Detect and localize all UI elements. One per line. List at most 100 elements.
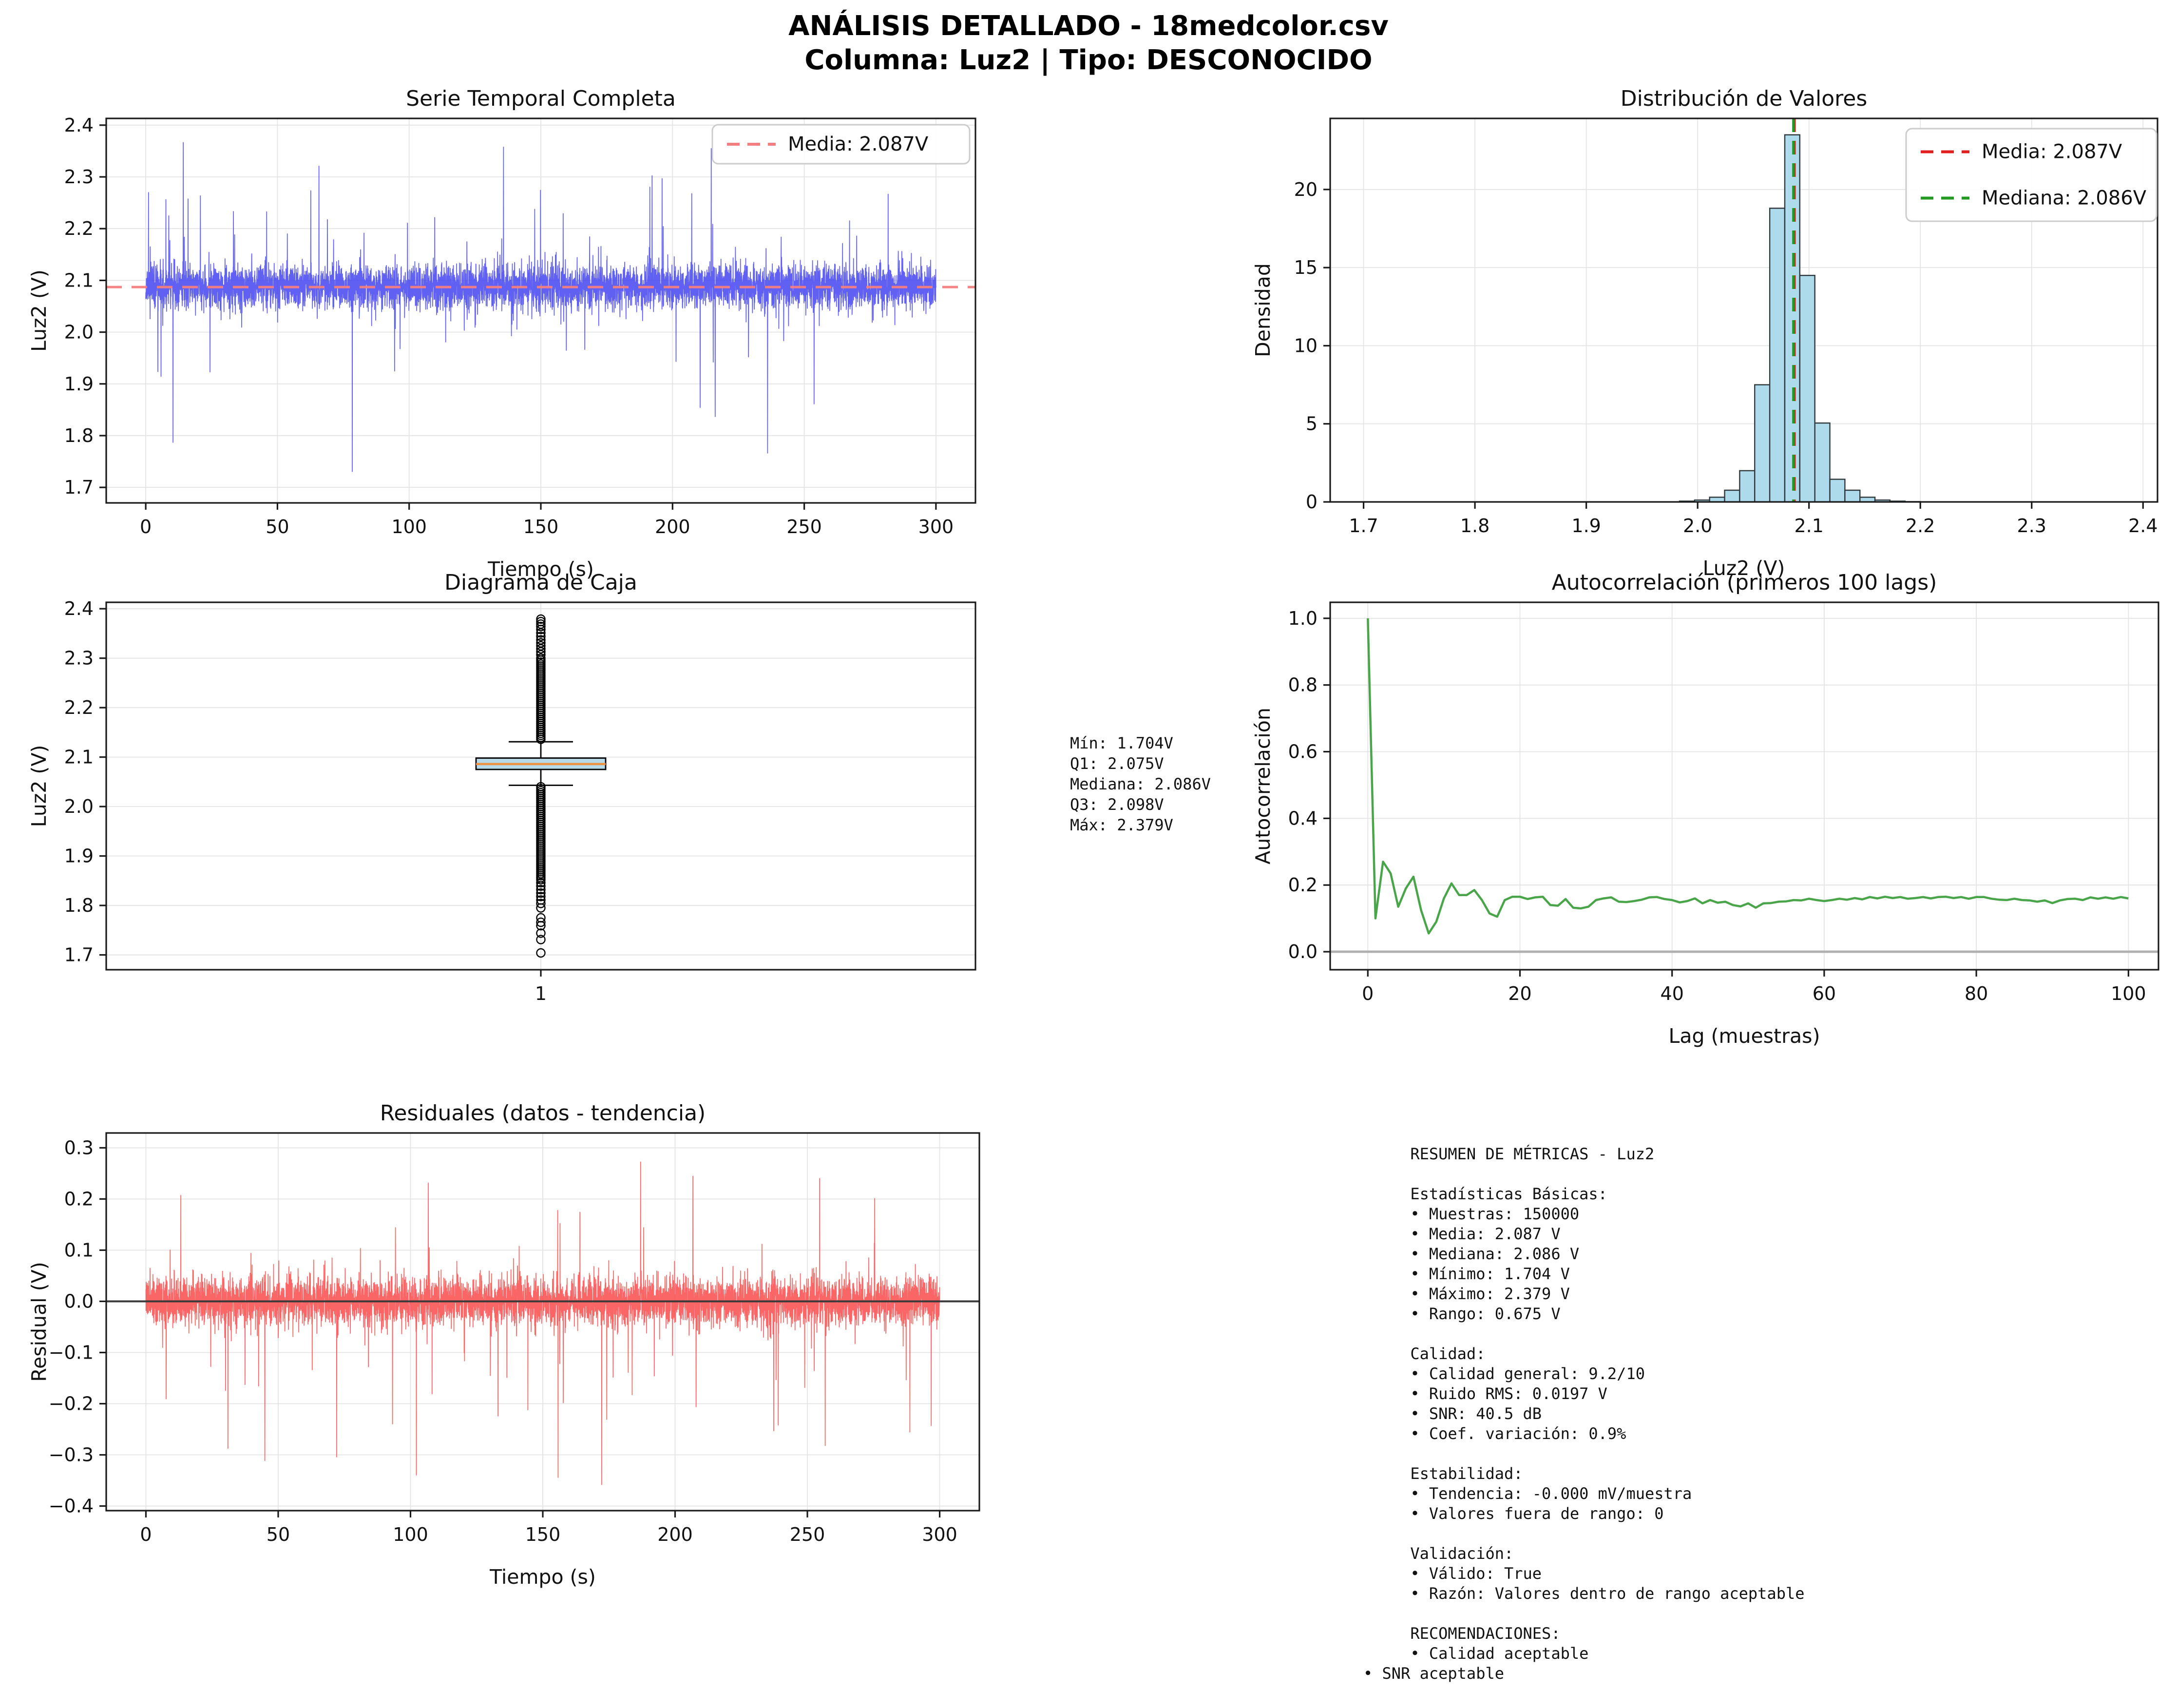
y-axis-label: Luz2 (V) xyxy=(27,745,51,827)
svg-text:2.1: 2.1 xyxy=(1794,515,1823,537)
tick-labels: 1.7 1.8 1.9 2.0 2.1 2.2 2.3 2.4 0 5 10 15 20 xyxy=(1294,179,2158,537)
svg-text:200: 200 xyxy=(657,1524,693,1545)
ticks xyxy=(99,124,937,510)
histogram-chart: 1.7 1.8 1.9 2.0 2.1 2.2 2.3 2.4 0 5 10 15 20 Distribu… xyxy=(1251,86,2158,580)
chart-title: Autocorrelación (primeros 100 lags) xyxy=(1552,570,1937,595)
svg-text:2.4: 2.4 xyxy=(64,598,94,619)
chart-title: Diagrama de Caja xyxy=(444,570,637,595)
svg-text:200: 200 xyxy=(655,516,690,537)
series-line xyxy=(145,142,936,472)
svg-text:1.8: 1.8 xyxy=(64,425,94,446)
svg-text:1.7: 1.7 xyxy=(1349,515,1378,537)
boxplot-chart: 1 1.7 1.8 1.9 2.0 2.1 2.2 2.3 2.4 Diagrama de Caj… xyxy=(27,570,976,1004)
svg-text:2.3: 2.3 xyxy=(64,648,94,669)
autocorr-chart: 0 20 40 60 80 100 0.0 0.2 0.4 0.6 0.8 1.0 Autocorrel… xyxy=(1251,570,2159,1048)
svg-text:250: 250 xyxy=(790,1524,825,1545)
svg-text:2.4: 2.4 xyxy=(64,115,94,136)
svg-text:2.3: 2.3 xyxy=(2017,515,2046,537)
chart-title: Serie Temporal Completa xyxy=(406,86,676,111)
svg-text:2.0: 2.0 xyxy=(1683,515,1712,537)
svg-text:150: 150 xyxy=(525,1524,561,1545)
svg-text:5: 5 xyxy=(1306,413,1318,435)
x-axis-label: Tiempo (s) xyxy=(487,557,594,581)
legend-label: Mediana: 2.086V xyxy=(1982,187,2147,210)
svg-text:1.8: 1.8 xyxy=(64,895,94,916)
svg-text:0.1: 0.1 xyxy=(64,1239,94,1261)
svg-text:10: 10 xyxy=(1294,335,1318,356)
series-line xyxy=(1367,618,2129,935)
legend-label: Media: 2.087V xyxy=(788,133,929,155)
svg-text:250: 250 xyxy=(786,516,822,537)
svg-text:−0.1: −0.1 xyxy=(49,1342,94,1363)
svg-text:20: 20 xyxy=(1508,983,1531,1004)
svg-text:1.9: 1.9 xyxy=(64,373,94,395)
chart-title: Residuales (datos - tendencia) xyxy=(380,1101,706,1126)
grid xyxy=(1330,602,2158,970)
svg-text:2.4: 2.4 xyxy=(2128,515,2158,537)
svg-text:80: 80 xyxy=(1965,983,1988,1004)
svg-text:−0.2: −0.2 xyxy=(49,1393,94,1415)
svg-text:1.9: 1.9 xyxy=(64,845,94,867)
svg-text:20: 20 xyxy=(1294,179,1318,200)
x-axis-label: Lag (muestras) xyxy=(1669,1024,1820,1048)
y-axis-label: Autocorrelación xyxy=(1251,708,1275,864)
svg-text:0: 0 xyxy=(140,1524,152,1545)
svg-text:2.2: 2.2 xyxy=(64,697,94,718)
svg-text:0.3: 0.3 xyxy=(64,1137,94,1158)
ticks xyxy=(1323,617,2129,977)
metrics-summary-text: RESUMEN DE MÉTRICAS - Luz2 Estadísticas … xyxy=(1363,1145,1805,1683)
svg-text:0: 0 xyxy=(1362,983,1374,1004)
timeseries-chart: 0 50 100 150 200 250 300 1.7 1.8 1.9 2.0 2.1 2.2 2.3 2… xyxy=(27,86,976,581)
svg-text:2.1: 2.1 xyxy=(64,269,94,291)
svg-text:2.3: 2.3 xyxy=(64,166,94,188)
svg-text:0: 0 xyxy=(140,516,152,537)
svg-text:0.0: 0.0 xyxy=(1288,941,1318,962)
y-axis-label: Luz2 (V) xyxy=(27,269,51,352)
legend: Media: 2.087V xyxy=(711,124,971,165)
ticks xyxy=(1323,189,2144,509)
legend: Media: 2.087V Mediana: 2.086V xyxy=(1905,128,2158,222)
axes-frame xyxy=(1329,117,2158,503)
svg-text:1.7: 1.7 xyxy=(64,477,94,498)
svg-text:40: 40 xyxy=(1661,983,1684,1004)
figure-title: ANÁLISIS DETALLADO - 18medcolor.csv xyxy=(788,10,1389,42)
tick-labels: 1 1.7 1.8 1.9 2.0 2.1 2.2 2.3 2.4 xyxy=(64,598,547,1004)
svg-text:2.0: 2.0 xyxy=(64,322,94,343)
ticks xyxy=(99,1147,941,1517)
svg-text:0: 0 xyxy=(1306,491,1318,513)
svg-text:2.2: 2.2 xyxy=(64,218,94,239)
grid xyxy=(106,118,975,503)
svg-text:0.0: 0.0 xyxy=(64,1290,94,1312)
residuals-chart: 0 50 100 150 200 250 300 −0.4 −0.3 −0.2 −0.1 0.0 0.1… xyxy=(27,1101,980,1589)
svg-text:0.8: 0.8 xyxy=(1288,674,1318,696)
y-axis-label: Densidad xyxy=(1251,263,1275,357)
tick-labels: 0 50 100 150 200 250 300 1.7 1.8 1.9 2.0 2.1 2.2 2.3 2… xyxy=(64,115,954,537)
svg-text:60: 60 xyxy=(1813,983,1836,1004)
svg-text:15: 15 xyxy=(1294,257,1318,278)
svg-text:300: 300 xyxy=(922,1524,957,1545)
svg-text:2.2: 2.2 xyxy=(1906,515,1935,537)
x-axis-label: Tiempo (s) xyxy=(489,1565,596,1589)
svg-text:50: 50 xyxy=(267,1524,290,1545)
figure-subtitle: Columna: Luz2 | Tipo: DESCONOCIDO xyxy=(804,44,1373,76)
svg-text:2.1: 2.1 xyxy=(64,747,94,768)
y-axis-label: Residual (V) xyxy=(27,1262,51,1382)
svg-text:1: 1 xyxy=(535,983,547,1004)
svg-text:100: 100 xyxy=(393,1524,428,1545)
tick-labels: 0 20 40 60 80 100 0.0 0.2 0.4 0.6 0.8 1.0 xyxy=(1288,608,2146,1004)
svg-text:150: 150 xyxy=(523,516,559,537)
x-axis-label: Luz2 (V) xyxy=(1703,557,1785,580)
tick-labels: 0 50 100 150 200 250 300 −0.4 −0.3 −0.2 −0.1 0.0 0.1… xyxy=(49,1137,957,1545)
svg-text:1.0: 1.0 xyxy=(1288,608,1318,629)
outliers xyxy=(536,614,546,958)
svg-text:2.0: 2.0 xyxy=(64,796,94,817)
svg-text:100: 100 xyxy=(391,516,427,537)
svg-text:0.2: 0.2 xyxy=(1288,874,1318,896)
svg-text:0.6: 0.6 xyxy=(1288,741,1318,763)
svg-text:0.2: 0.2 xyxy=(64,1188,94,1209)
legend-label: Media: 2.087V xyxy=(1982,141,2122,163)
svg-text:1.8: 1.8 xyxy=(1460,515,1490,537)
boxplot-stats-text: Mín: 1.704V Q1: 2.075V Mediana: 2.086V Q… xyxy=(1070,734,1211,834)
